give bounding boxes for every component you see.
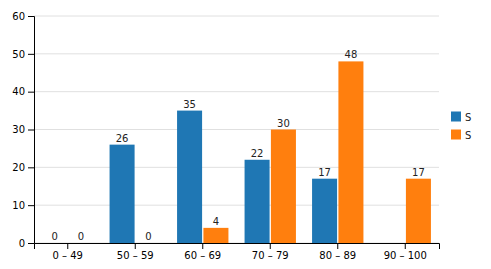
data-label: 0	[145, 231, 151, 242]
tick: 20	[12, 162, 34, 173]
bar	[271, 130, 296, 244]
bar	[203, 228, 228, 243]
tick-label: 20	[12, 162, 25, 173]
data-label: 35	[183, 99, 196, 110]
tick: 0	[19, 238, 34, 249]
tick: 50	[12, 49, 34, 60]
plot: 01020304050600 – 4950 – 5960 – 6970 – 79…	[12, 11, 439, 261]
bar	[380, 243, 405, 244]
bar	[245, 160, 270, 243]
grid-line	[34, 205, 439, 206]
data-label: 17	[318, 167, 331, 178]
legend-item: S	[451, 130, 471, 141]
data-label: 0	[78, 231, 84, 242]
tick-mark	[337, 243, 338, 249]
data-labels: 0 26 35 22 17 0 0 4 30 48 17	[51, 49, 424, 242]
tick-mark	[28, 167, 34, 168]
grid-line	[34, 16, 439, 17]
tick: 0 – 49	[53, 243, 83, 261]
bar	[338, 61, 363, 243]
tick-mark	[28, 205, 34, 206]
bar	[136, 243, 161, 244]
legend-swatch	[451, 112, 461, 122]
tick-label: 80 – 89	[319, 250, 356, 261]
bar	[406, 179, 431, 243]
tick: 90 – 100	[384, 243, 427, 261]
grid-line	[34, 129, 439, 130]
data-label: 22	[251, 148, 264, 159]
tick: 40	[12, 86, 34, 97]
axis-line	[28, 17, 35, 244]
tick-label: 0 – 49	[53, 250, 83, 261]
legend: SS	[451, 112, 471, 141]
tick: 80 – 89	[319, 243, 356, 261]
data-label: 0	[51, 231, 57, 242]
tick-mark	[28, 54, 34, 55]
chart: 01020304050600 – 4950 – 5960 – 6970 – 79…	[0, 0, 491, 269]
x-axis: 0 – 49 50 – 59 60 – 69 70 – 79 80 – 89 90 – 1…	[35, 243, 440, 261]
legend-item: S	[451, 112, 471, 123]
tick-label: 60	[12, 11, 25, 22]
tick: 10	[12, 200, 34, 211]
tick-mark	[202, 243, 203, 249]
tick-mark	[270, 243, 271, 249]
data-label: 48	[345, 49, 358, 60]
tick-mark	[28, 130, 34, 131]
tick: 50 – 59	[117, 243, 154, 261]
tick-mark	[28, 16, 34, 17]
tick-mark	[28, 243, 34, 244]
tick-label: 40	[12, 86, 25, 97]
grid-line	[34, 53, 439, 54]
grid	[34, 16, 439, 243]
bar	[68, 243, 93, 244]
bar	[110, 145, 135, 243]
tick-label: 50 – 59	[117, 250, 154, 261]
data-label: 30	[277, 118, 290, 129]
bar	[42, 243, 67, 244]
grid-line	[34, 91, 439, 92]
y-axis: 0 10 20 30 40 50 60	[12, 11, 34, 249]
tick-mark	[135, 243, 136, 249]
tick: 60 – 69	[184, 243, 221, 261]
tick-label: 60 – 69	[184, 250, 221, 261]
tick: 60	[12, 11, 34, 22]
tick-label: 10	[12, 200, 25, 211]
tick-mark	[67, 243, 68, 249]
data-label: 17	[412, 167, 425, 178]
tick-label: 30	[12, 124, 25, 135]
tick: 70 – 79	[252, 243, 289, 261]
axis-line	[35, 244, 440, 250]
tick-label: 0	[19, 238, 25, 249]
grid-line	[34, 167, 439, 168]
data-label: 4	[213, 216, 219, 227]
data-label: 26	[116, 133, 129, 144]
tick: 30	[12, 124, 34, 135]
tick-label: 50	[12, 49, 25, 60]
bars	[110, 61, 431, 243]
tick-mark	[405, 243, 406, 249]
bar	[312, 179, 337, 243]
bar	[177, 111, 202, 243]
tick-mark	[28, 92, 34, 93]
tick-label: 70 – 79	[252, 250, 289, 261]
legend-label: S	[465, 112, 471, 123]
tick-label: 90 – 100	[384, 250, 427, 261]
legend-label: S	[465, 130, 471, 141]
legend-swatch	[451, 130, 461, 140]
